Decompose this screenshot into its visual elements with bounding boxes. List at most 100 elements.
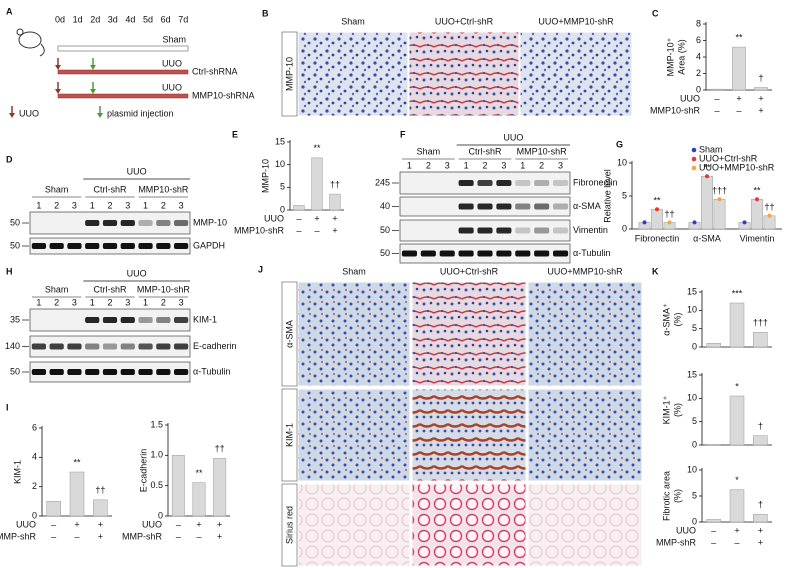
condition-name: MMP10-shR — [234, 225, 285, 235]
lane-label: 1 — [36, 200, 41, 210]
row-label: UUO — [162, 82, 182, 92]
condition-mark: + — [734, 525, 739, 535]
band — [477, 203, 493, 210]
y-axis-label: KIM-1 — [12, 460, 22, 484]
y-axis-label: Fibrotic area — [661, 471, 671, 521]
y-tick-label: 0.5 — [150, 480, 163, 490]
micrograph — [527, 388, 643, 482]
lane-label: 2 — [161, 297, 166, 307]
y-tick-label: 0 — [32, 510, 37, 520]
band — [477, 180, 493, 186]
significance: ** — [735, 32, 743, 42]
y-axis-label: MMP-10 — [260, 159, 270, 193]
band — [138, 369, 153, 375]
bar — [46, 501, 61, 517]
band — [174, 243, 189, 249]
y-tick-label: 15 — [275, 136, 285, 146]
band — [49, 243, 64, 249]
band — [458, 203, 474, 210]
band — [85, 343, 100, 350]
significance: †† — [330, 180, 340, 190]
y-tick-label: 0 — [692, 341, 697, 351]
mw-marker: 40 — [380, 201, 390, 211]
condition-mark: + — [332, 225, 337, 235]
y-tick-label: 4 — [32, 452, 37, 462]
lane-label: 2 — [54, 297, 59, 307]
y-tick-label: 10 — [275, 159, 285, 169]
band — [174, 317, 189, 323]
band — [174, 220, 189, 226]
condition-mark: – — [176, 531, 181, 541]
arrow-head — [55, 65, 61, 70]
significance: †† — [764, 202, 774, 212]
day-label: 7d — [178, 14, 188, 24]
legend-label: UUO — [19, 108, 39, 118]
condition-mark: + — [314, 213, 319, 223]
band — [85, 243, 100, 249]
band — [420, 250, 436, 257]
lane-label: 3 — [445, 160, 450, 170]
y-tick-label: 1.5 — [150, 419, 163, 429]
condition-mark: + — [758, 537, 763, 547]
y-tick-label: 8 — [696, 18, 701, 28]
day-label: 4d — [125, 14, 135, 24]
row-label: KIM-1 — [284, 423, 294, 447]
band — [138, 220, 153, 226]
condition-name: MMP10-shR — [650, 105, 701, 115]
bar — [293, 205, 305, 211]
band — [31, 343, 46, 350]
panel-letter: H — [6, 266, 13, 276]
band — [156, 317, 171, 323]
bar — [213, 458, 227, 517]
y-tick-label: 0 — [692, 516, 697, 526]
band — [49, 343, 64, 350]
row-label-box — [281, 281, 298, 387]
group-label: UUO — [127, 268, 147, 278]
band — [534, 250, 550, 257]
mean-dot — [705, 174, 709, 179]
condition-mark: – — [51, 531, 56, 541]
y-tick-label: 15 — [687, 286, 697, 296]
lane-label: 1 — [90, 200, 95, 210]
condition-mark: – — [196, 531, 201, 541]
panel-letter: J — [258, 264, 263, 274]
bar — [729, 302, 745, 348]
bar — [706, 519, 721, 523]
micrograph — [527, 281, 643, 387]
group-label: UUO — [127, 166, 147, 176]
band — [120, 343, 135, 350]
day-label: 5d — [143, 14, 153, 24]
lane-label: 3 — [558, 160, 563, 170]
band — [174, 343, 189, 350]
mw-marker: 245 — [375, 177, 390, 187]
treatment-bar — [57, 93, 189, 99]
band — [138, 243, 153, 249]
bar — [192, 482, 206, 517]
band — [67, 369, 82, 375]
row-label-box — [281, 483, 298, 567]
band — [477, 250, 493, 257]
band — [120, 220, 135, 226]
day-label: 3d — [108, 14, 118, 24]
significance: †† — [215, 444, 225, 454]
mean-dot — [667, 220, 672, 225]
band — [496, 227, 512, 234]
significance: ** — [653, 196, 661, 206]
y-axis-label: (%) — [672, 489, 682, 503]
y-tick-label: 10 — [687, 305, 697, 315]
subgroup-label: Ctrl-shR — [94, 284, 127, 294]
mean-dot — [655, 207, 659, 212]
condition-name: UUO — [16, 519, 36, 529]
band — [458, 227, 474, 234]
band — [31, 369, 46, 375]
y-tick-label: 2 — [32, 481, 37, 491]
mean-dot — [755, 197, 759, 202]
y-axis-label: Area (%) — [676, 39, 686, 75]
band — [156, 369, 171, 375]
bar — [732, 46, 746, 91]
row-label: MMP-10 — [284, 57, 294, 91]
band-label: α-Tubulin — [193, 366, 230, 376]
y-axis-label: E-cadherin — [138, 449, 148, 493]
mw-marker: 35 — [10, 314, 20, 324]
mean-dot — [717, 197, 722, 202]
